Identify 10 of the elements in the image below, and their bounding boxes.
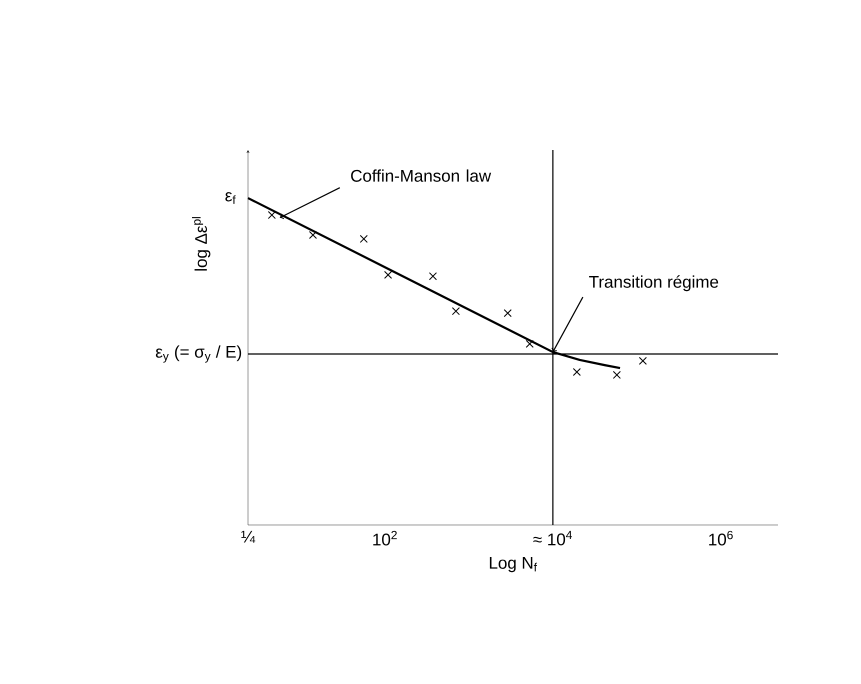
ref-line-label: ε$_{y}$ (= σ$_{y}$ / E) — [156, 345, 242, 363]
x-tick-label: ¼ — [241, 530, 256, 543]
annotation: Coffin-Manson law — [351, 169, 492, 182]
x-axis-title: Log N$_{f}$ — [490, 557, 538, 572]
annotation: ε$_{f}$ — [225, 192, 236, 204]
annotation: Transition régime — [589, 275, 718, 292]
y-axis-title: log Δε$^{pl}$ — [192, 217, 210, 271]
x-tick-label: 10$^{2}$ — [373, 530, 397, 546]
x-tick-label: 10$^{6}$ — [709, 530, 733, 546]
x-tick-label: ≈ 10$^{4}$ — [533, 530, 572, 546]
